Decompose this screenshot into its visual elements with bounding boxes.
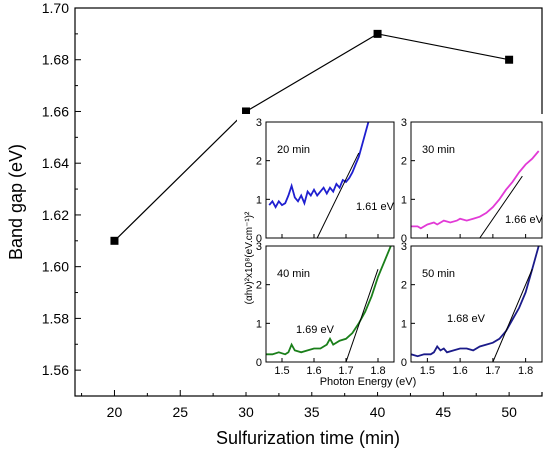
y-tick-label: 1.70: [42, 0, 69, 16]
inset-panel-label: 20 min: [277, 144, 310, 156]
inset-y-tick-label: 3: [256, 241, 262, 253]
inset-panel-4: 0 1 2 3 1.5 1.6 1.7 1.8 50 min 1.68 eV: [401, 241, 543, 377]
inset-y-tick-label: 3: [401, 241, 407, 253]
inset-y-tick-label: 3: [256, 117, 262, 129]
inset-background: [237, 114, 546, 392]
y-tick-label: 1.62: [42, 207, 69, 223]
inset-frame: [410, 121, 543, 239]
inset-y-axis-label: (αhν)²x10⁸(eV.cm⁻¹)²: [244, 211, 255, 304]
absorption-curve: [411, 150, 540, 230]
inset-frame: [265, 121, 395, 239]
inset-x-tick-label: 1.8: [370, 365, 385, 377]
x-tick-label: 40: [370, 404, 386, 420]
inset-panel-3: 0 1 2 3 1.5 1.6 1.7 1.8 40 min 1.69 eV: [256, 241, 395, 377]
inset-frame: [410, 245, 543, 363]
tauc-fit-line: [316, 152, 360, 238]
band-gap-point: [373, 29, 382, 38]
band-gap-annotation: 1.69 eV: [296, 324, 335, 336]
inset-panel-label: 50 min: [422, 268, 455, 280]
x-tick-label: 50: [501, 404, 517, 420]
inset-panel-1: 0 1 2 3 20 min 1.61 eV: [256, 117, 395, 245]
inset-panel-label: 30 min: [422, 144, 455, 156]
band-gap-annotation: 1.66 eV: [505, 214, 544, 226]
y-tick-label: 1.64: [42, 155, 69, 171]
inset-y-tick-label: 1: [256, 194, 262, 206]
band-gap-point: [505, 55, 514, 64]
y-tick-label: 1.60: [42, 259, 69, 275]
main-chart: 1.561.581.601.621.641.661.681.70 20 25 30 3…: [6, 0, 543, 448]
inset-panel-2: 0 1 2 3 30 min 1.66 eV: [401, 117, 544, 245]
main-x-ticks: 20 25 30 35 40 45 50: [81, 390, 517, 420]
inset-panel-label: 40 min: [277, 268, 310, 280]
inset-y-tick-label: 1: [401, 318, 407, 330]
inset-x-axis-label: Photon Energy (eV): [320, 376, 417, 388]
inset-y-tick-label: 3: [401, 117, 407, 129]
y-tick-label: 1.58: [42, 310, 69, 326]
inset-y-tick-label: 0: [256, 357, 262, 369]
x-tick-label: 45: [436, 404, 452, 420]
inset-y-tick-label: 2: [401, 280, 407, 292]
band-gap-annotation: 1.61 eV: [356, 201, 395, 213]
inset-y-tick-label: 0: [401, 233, 407, 245]
x-tick-label: 20: [107, 404, 123, 420]
inset-x-tick-label: 1.8: [518, 365, 533, 377]
inset-y-tick-label: 1: [256, 318, 262, 330]
x-tick-label: 25: [172, 404, 188, 420]
absorption-curve: [411, 246, 540, 358]
inset-y-tick-label: 2: [256, 280, 262, 292]
y-tick-label: 1.66: [42, 103, 69, 119]
tauc-fit-line: [345, 269, 379, 362]
inset-y-tick-label: 2: [256, 156, 262, 168]
y-tick-label: 1.68: [42, 52, 69, 68]
x-tick-label: 30: [238, 404, 254, 420]
inset-panel-group: 0 1 2 3 20 min 1.61 eV 0 1 2 3 30 min 1.66 eV 0 1 2 3 1.…: [256, 117, 544, 377]
main-y-axis-label: Band gap (eV): [6, 144, 26, 260]
inset-frame: [265, 245, 395, 363]
inset-y-tick-label: 2: [401, 156, 407, 168]
absorption-curve: [266, 246, 392, 356]
inset-y-tick-label: 0: [256, 233, 262, 245]
tauc-fit-line: [479, 175, 523, 238]
band-gap-line: [114, 33, 510, 242]
inset-x-tick-label: 1.6: [306, 365, 321, 377]
absorption-curve: [268, 122, 370, 209]
band-gap-annotation: 1.68 eV: [447, 313, 486, 325]
inset-panels: 0 1 2 3 20 min 1.61 eV 0 1 2 3 30 min 1.66 eV 0 1 2 3 1.…: [237, 114, 546, 392]
y-tick-label: 1.56: [42, 362, 69, 378]
inset-x-tick-label: 1.5: [274, 365, 289, 377]
band-gap-point: [242, 107, 251, 116]
main-y-ticks: 1.56 1.58 1.60 1.62 1.64 1.66 1.68 1.70: [42, 0, 81, 397]
tauc-fit-line: [492, 269, 533, 362]
main-x-axis-label: Sulfurization time (min): [216, 428, 400, 448]
inset-x-tick-label: 1.7: [485, 365, 500, 377]
main-series: [110, 29, 514, 245]
inset-x-tick-label: 1.6: [452, 365, 467, 377]
x-tick-label: 35: [304, 404, 320, 420]
inset-x-tick-label: 1.5: [420, 365, 435, 377]
inset-y-tick-label: 0: [401, 357, 407, 369]
inset-y-tick-label: 1: [401, 194, 407, 206]
inset-x-tick-label: 1.7: [338, 365, 353, 377]
band-gap-point: [110, 236, 119, 245]
